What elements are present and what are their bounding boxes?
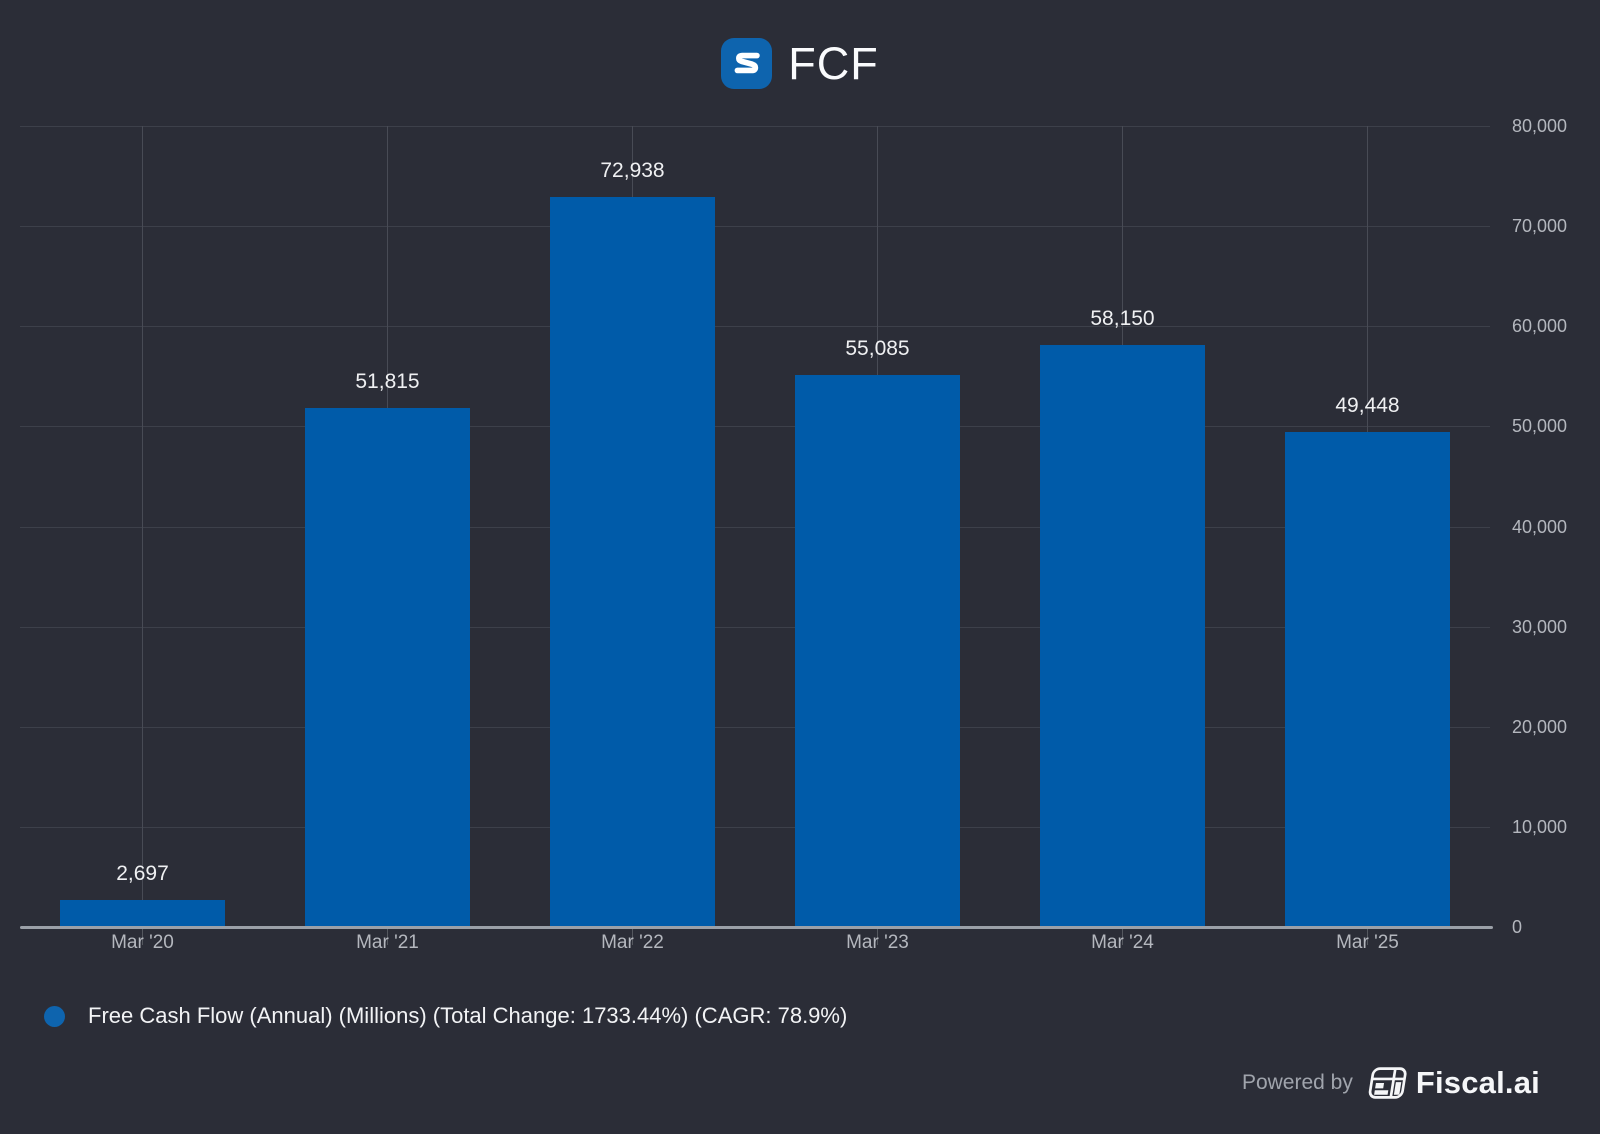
y-axis-tick-label: 40,000 bbox=[1512, 516, 1568, 537]
y-axis-tick-label: 50,000 bbox=[1512, 416, 1568, 437]
x-axis-tick-label: Mar '23 bbox=[846, 932, 909, 953]
x-axis-tick bbox=[632, 929, 633, 945]
x-axis-tick-label: Mar '24 bbox=[1091, 932, 1154, 953]
y-axis-tick-label: 10,000 bbox=[1512, 816, 1568, 837]
x-axis-tick bbox=[142, 929, 143, 945]
bar-value-label: 51,815 bbox=[355, 370, 420, 393]
gridline-horizontal bbox=[20, 326, 1490, 328]
gridline-horizontal bbox=[20, 126, 1490, 127]
bar-value-label: 58,150 bbox=[1090, 307, 1155, 330]
legend-label: Free Cash Flow (Annual) (Millions) (Tota… bbox=[88, 1003, 848, 1028]
bar-mar-21[interactable] bbox=[305, 408, 470, 927]
x-axis-tick bbox=[1122, 929, 1123, 945]
fiscal-ai-wordmark: Fiscal.ai bbox=[1415, 1065, 1540, 1100]
bar-mar-25[interactable] bbox=[1285, 432, 1450, 927]
gridline-horizontal bbox=[20, 226, 1490, 228]
y-axis-tick-label: 30,000 bbox=[1512, 616, 1568, 637]
y-axis-tick-label: 0 bbox=[1512, 917, 1523, 937]
bar-value-label: 55,085 bbox=[845, 337, 910, 360]
stylized-s-logo-icon bbox=[721, 37, 773, 89]
chart-header: FCF bbox=[0, 36, 1600, 90]
x-axis-tick bbox=[387, 929, 388, 945]
y-axis-tick-label: 80,000 bbox=[1512, 116, 1568, 136]
fiscal-ai-link[interactable]: Fiscal.ai bbox=[1365, 1065, 1540, 1101]
bar-mar-23[interactable] bbox=[795, 375, 960, 927]
legend-item-fcf[interactable]: Free Cash Flow (Annual) (Millions) (Tota… bbox=[44, 1003, 847, 1029]
gridline-horizontal bbox=[20, 826, 1490, 828]
y-axis-tick-label: 70,000 bbox=[1512, 216, 1568, 237]
x-axis-tick-label: Mar '20 bbox=[111, 932, 174, 953]
y-axis-tick-label: 60,000 bbox=[1512, 316, 1568, 337]
gridline-horizontal bbox=[20, 426, 1490, 428]
powered-by-footer: Powered by Fiscal.ai bbox=[1242, 1062, 1540, 1104]
bar-value-label: 2,697 bbox=[116, 862, 169, 885]
page-title: FCF bbox=[788, 37, 879, 89]
gridline-horizontal bbox=[20, 526, 1490, 528]
bar-mar-20[interactable] bbox=[60, 900, 225, 927]
powered-by-text: Powered by bbox=[1241, 1071, 1353, 1094]
bar-value-label: 49,448 bbox=[1335, 394, 1400, 417]
legend-dot-icon bbox=[44, 1005, 65, 1027]
bar-mar-22[interactable] bbox=[550, 197, 715, 927]
bar-mar-24[interactable] bbox=[1040, 345, 1205, 927]
x-axis-line bbox=[20, 926, 1493, 929]
bar-value-label: 72,938 bbox=[600, 159, 665, 182]
gridline-horizontal bbox=[20, 726, 1490, 728]
x-axis-tick-label: Mar '21 bbox=[356, 932, 419, 953]
gridline-horizontal bbox=[20, 626, 1490, 628]
x-axis-tick-label: Mar '22 bbox=[601, 932, 664, 953]
x-axis-tick bbox=[877, 929, 878, 945]
x-axis-tick bbox=[1367, 929, 1368, 945]
fiscal-ai-table-icon bbox=[1368, 1067, 1407, 1099]
x-axis-tick-label: Mar '25 bbox=[1336, 932, 1399, 953]
y-axis-tick-label: 20,000 bbox=[1512, 716, 1568, 737]
gridline-vertical bbox=[142, 126, 143, 927]
